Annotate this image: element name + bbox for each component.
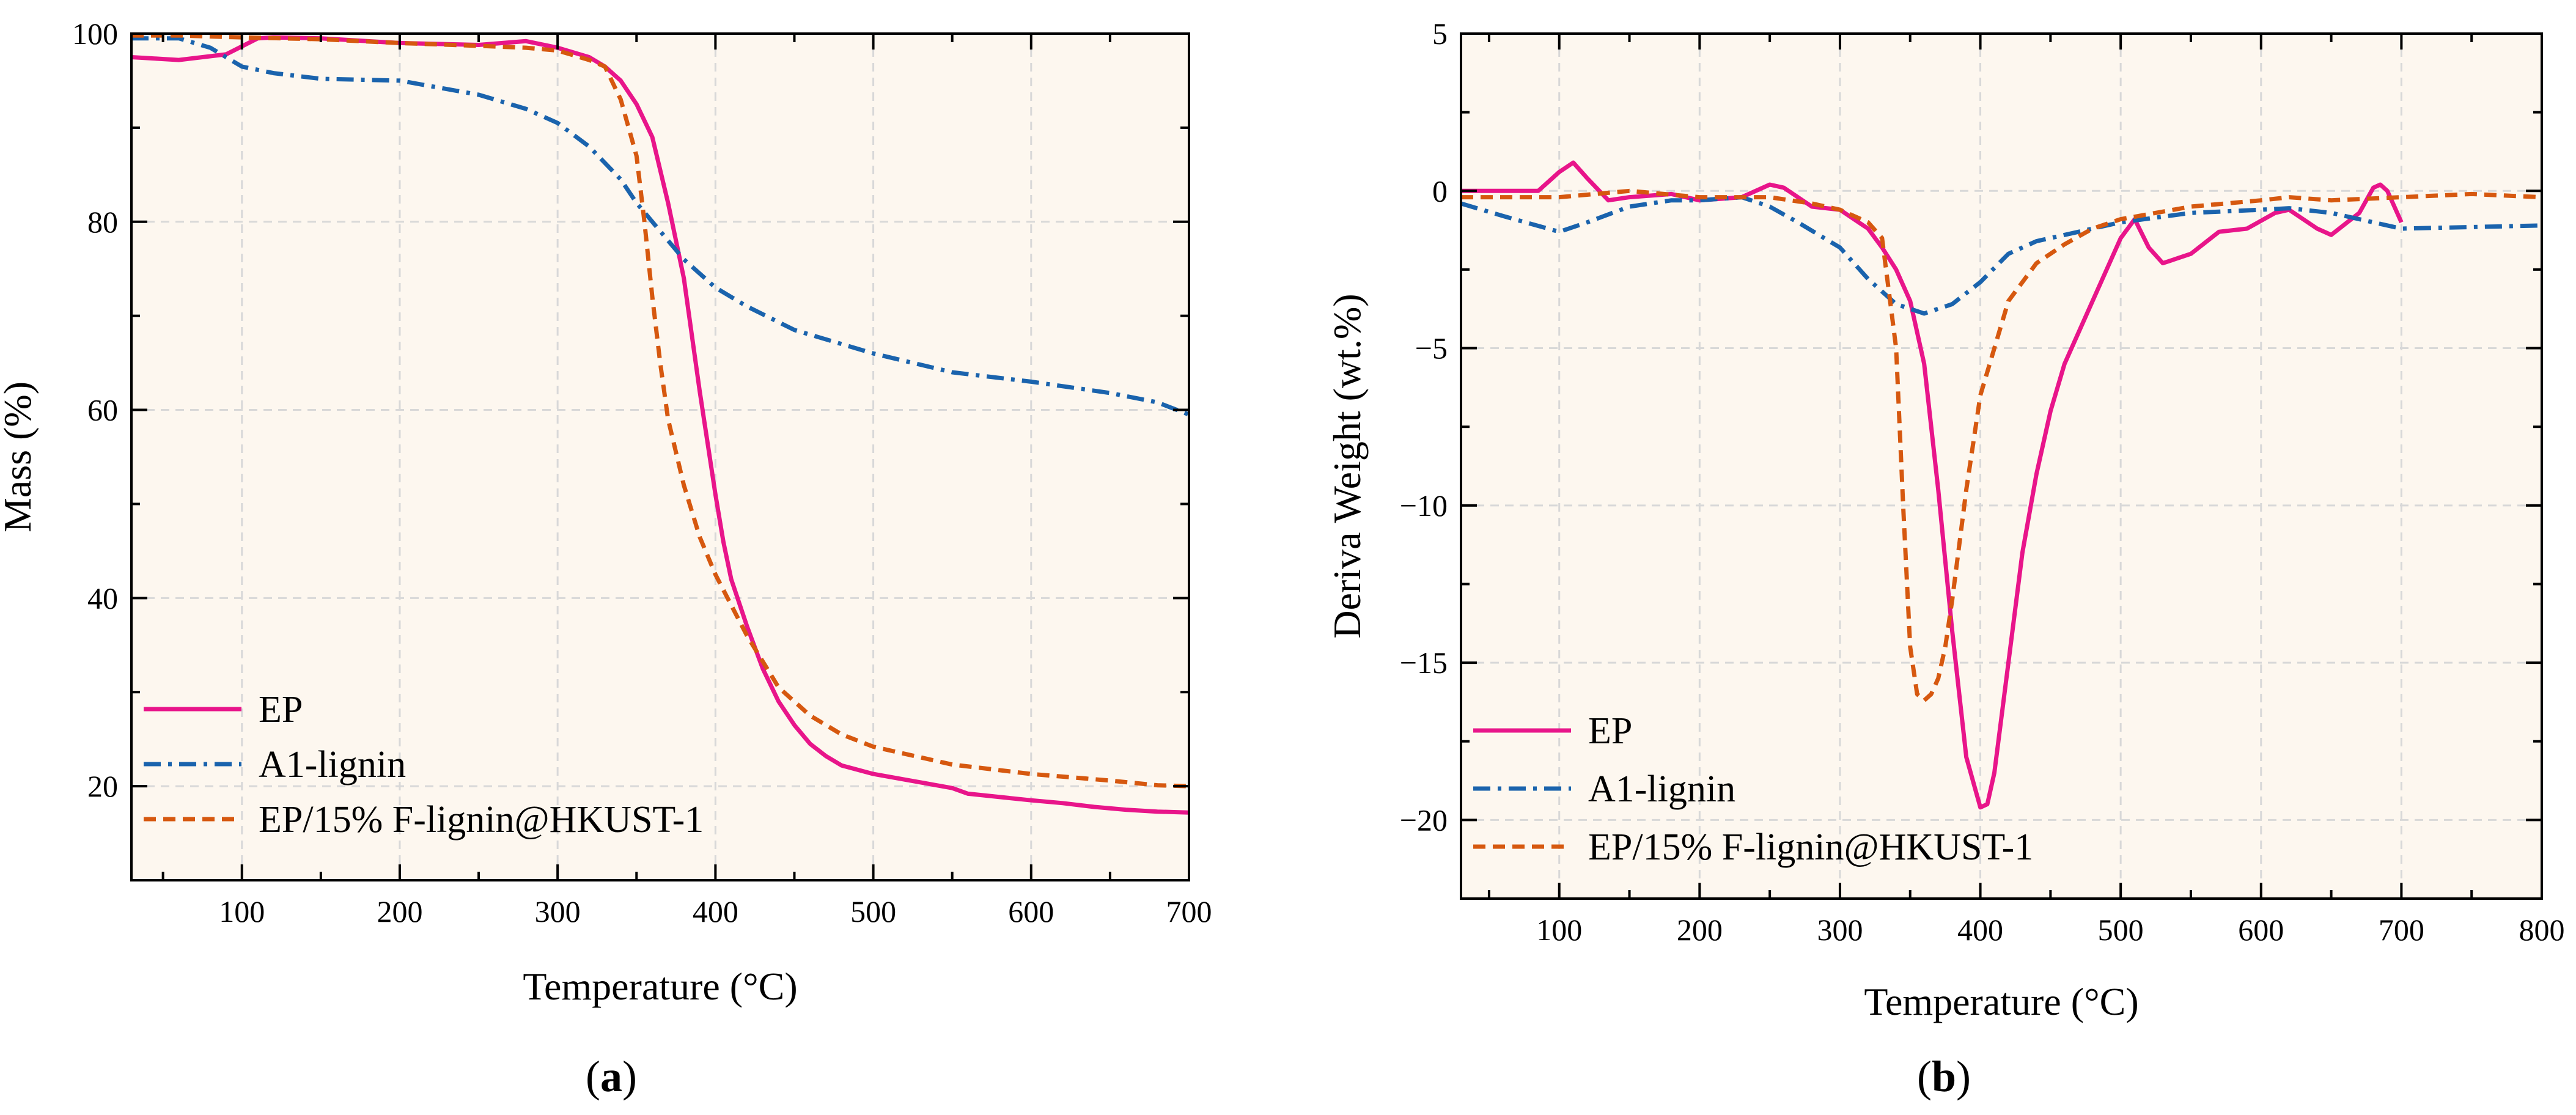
legend-label-a1-lignin-a: A1-lignin [259, 744, 406, 786]
plot-frame-a [130, 32, 1190, 881]
plot-frame-b [1460, 32, 2543, 900]
y-tick-label: 0 [1432, 174, 1448, 208]
gridlines-b [1461, 34, 2542, 899]
x-tick-label: 500 [850, 894, 896, 929]
x-tick-label: 800 [2519, 913, 2565, 947]
plot-area-b [1461, 34, 2542, 899]
series-line-a1-lignin-b [1460, 195, 2542, 316]
gridlines-a [131, 34, 1189, 880]
legend-a: EP A1-lignin EP/15% F-lignin@HKUST-1 [144, 689, 704, 841]
legend-label-ep-a: EP [259, 689, 303, 730]
y-tick-label: 80 [87, 205, 118, 239]
x-axis-label-a: Temperature (°C) [523, 965, 797, 1008]
caption-a: (a) [586, 1052, 637, 1101]
x-tick-label: 200 [1677, 913, 1723, 947]
series-line-ep-15-f-lignin-hkust-1-a [131, 33, 1190, 789]
legend-label-a1-lignin-b: A1-lignin [1588, 768, 1735, 810]
legend-label-ep-f-lignin-a: EP/15% F-lignin@HKUST-1 [259, 799, 704, 841]
series-line-a1-lignin-a [131, 36, 1190, 417]
x-tick-label: 300 [1817, 913, 1863, 947]
y-tick-label: −10 [1400, 488, 1448, 523]
x-tick-label: 100 [219, 894, 265, 929]
x-tick-label: 100 [1536, 913, 1582, 947]
y-tick-label: 40 [87, 581, 118, 615]
y-tick-label: 100 [72, 17, 118, 51]
x-tick-label: 300 [535, 894, 581, 929]
y-tick-label: −5 [1415, 331, 1448, 366]
chart-panel-a: 100 200 300 400 500 600 700 20 40 60 80 100 Tempera… [0, 17, 1212, 1101]
x-tick-label: 400 [1957, 913, 2003, 947]
legend-label-ep-b: EP [1588, 710, 1632, 752]
ticks-a: 100 200 300 400 500 600 700 20 40 60 80 100 [72, 17, 1212, 929]
x-tick-label: 700 [1166, 894, 1212, 929]
y-tick-label: −15 [1400, 646, 1448, 680]
caption-b: (b) [1917, 1052, 1971, 1101]
x-tick-label: 200 [377, 894, 422, 929]
y-tick-label: 5 [1432, 17, 1448, 51]
y-axis-label-a: Mass (%) [0, 381, 39, 532]
x-tick-label: 600 [1008, 894, 1054, 929]
y-axis-label-b: Deriva Weight (wt.%) [1325, 293, 1369, 638]
series-group-b [1460, 160, 2542, 810]
legend-label-ep-f-lignin-b: EP/15% F-lignin@HKUST-1 [1588, 826, 2033, 868]
x-tick-label: 500 [2098, 913, 2144, 947]
x-tick-label: 400 [693, 894, 738, 929]
y-tick-label: 20 [87, 769, 118, 803]
ticks-b: 100 200 300 400 500 600 700 800 −20 −15 −10 −5 0 5 [1400, 17, 2565, 947]
series-group-a [131, 33, 1190, 815]
y-tick-label: −20 [1400, 803, 1448, 837]
x-tick-label: 700 [2379, 913, 2424, 947]
chart-panel-b: 100 200 300 400 500 600 700 800 −20 −15 −10 −5 0 5 Te… [1325, 17, 2565, 1101]
legend-b: EP A1-lignin EP/15% F-lignin@HKUST-1 [1473, 710, 2033, 868]
series-line-ep-15-f-lignin-hkust-1-b [1461, 188, 2542, 703]
x-axis-label-b: Temperature (°C) [1864, 980, 2138, 1023]
y-tick-label: 60 [87, 393, 118, 427]
x-tick-label: 600 [2238, 913, 2284, 947]
